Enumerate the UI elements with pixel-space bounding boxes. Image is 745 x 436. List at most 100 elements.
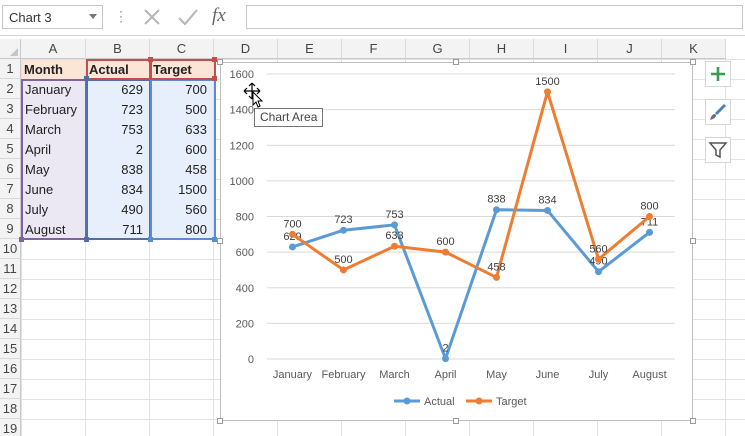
data-label-actual: 834 (538, 194, 556, 206)
header-cell-month[interactable]: Month (22, 60, 85, 80)
column-header-h[interactable]: H (470, 39, 534, 59)
actual-cell[interactable]: 711 (87, 220, 149, 240)
y-tick-label: 200 (236, 318, 254, 330)
column-header-b[interactable]: B (86, 39, 150, 59)
chart-resize-handle[interactable] (453, 418, 459, 424)
row-header-14[interactable]: 14 (0, 319, 21, 339)
actual-cell[interactable]: 723 (87, 100, 149, 120)
target-cell[interactable]: 800 (151, 220, 213, 240)
chart-resize-handle[interactable] (690, 418, 696, 424)
column-header-f[interactable]: F (342, 39, 406, 59)
y-tick-label: 1000 (230, 176, 254, 188)
chart-resize-handle[interactable] (453, 59, 459, 65)
vertical-dots-icon[interactable]: ⋮ (114, 8, 128, 24)
range-handle[interactable] (148, 57, 153, 62)
chart-resize-handle[interactable] (690, 59, 696, 65)
row-header-13[interactable]: 13 (0, 299, 21, 319)
row-header-7[interactable]: 7 (0, 179, 21, 199)
column-header-j[interactable]: J (598, 39, 662, 59)
row-header-1[interactable]: 1 (0, 59, 21, 79)
header-cell-target[interactable]: Target (151, 60, 213, 80)
formula-input[interactable] (246, 5, 743, 29)
chart-resize-handle[interactable] (217, 59, 223, 65)
data-point-actual (595, 268, 602, 276)
range-handle[interactable] (212, 57, 217, 62)
header-cell-actual[interactable]: Actual (87, 60, 149, 80)
check-icon[interactable] (175, 4, 201, 30)
month-cell[interactable]: February (22, 100, 85, 120)
column-header-d[interactable]: D (214, 39, 278, 59)
actual-cell[interactable]: 490 (87, 200, 149, 220)
cancel-icon[interactable] (139, 4, 165, 30)
column-header-g[interactable]: G (406, 39, 470, 59)
row-header-2[interactable]: 2 (0, 79, 21, 99)
column-header-i[interactable]: I (534, 39, 598, 59)
chevron-down-icon[interactable] (89, 14, 97, 19)
data-point-target (391, 242, 398, 250)
x-tick-label: August (632, 369, 666, 381)
range-handle[interactable] (84, 237, 89, 242)
name-box-value: Chart 3 (9, 10, 52, 25)
column-header-a[interactable]: A (21, 39, 86, 59)
row-header-11[interactable]: 11 (0, 259, 21, 279)
target-cell[interactable]: 700 (151, 80, 213, 100)
actual-cell[interactable]: 629 (87, 80, 149, 100)
month-cell[interactable]: August (22, 220, 85, 240)
row-header-12[interactable]: 12 (0, 279, 21, 299)
target-cell[interactable]: 633 (151, 120, 213, 140)
insert-function-button[interactable]: fx (212, 5, 226, 26)
target-cell[interactable]: 1500 (151, 180, 213, 200)
row-header-8[interactable]: 8 (0, 199, 21, 219)
y-tick-label: 1600 (230, 69, 254, 81)
range-handle[interactable] (19, 237, 24, 242)
row-header-17[interactable]: 17 (0, 379, 21, 399)
row-header-16[interactable]: 16 (0, 359, 21, 379)
actual-cell[interactable]: 753 (87, 120, 149, 140)
column-header-k[interactable]: K (662, 39, 726, 59)
row-header-18[interactable]: 18 (0, 399, 21, 419)
name-box[interactable]: Chart 3 (2, 5, 103, 29)
row-header-9[interactable]: 9 (0, 219, 21, 239)
row-header-5[interactable]: 5 (0, 139, 21, 159)
x-tick-label: March (379, 369, 410, 381)
row-header-19[interactable]: 19 (0, 419, 21, 436)
month-cell[interactable]: July (22, 200, 85, 220)
month-cell[interactable]: May (22, 160, 85, 180)
month-cell[interactable]: April (22, 140, 85, 160)
range-handle[interactable] (212, 237, 217, 242)
row-header-6[interactable]: 6 (0, 159, 21, 179)
data-point-actual (391, 221, 398, 229)
chart-elements-button[interactable] (705, 61, 731, 87)
data-label-actual: 2 (442, 343, 448, 355)
month-cell[interactable]: January (22, 80, 85, 100)
range-handle[interactable] (212, 76, 217, 81)
chart-resize-handle[interactable] (690, 238, 696, 244)
series-line-target (291, 90, 651, 279)
target-cell[interactable]: 500 (151, 100, 213, 120)
chart-filters-button[interactable] (705, 137, 731, 163)
column-header-e[interactable]: E (278, 39, 342, 59)
row-header-15[interactable]: 15 (0, 339, 21, 359)
data-point-actual (544, 206, 551, 214)
row-header-10[interactable]: 10 (0, 239, 21, 259)
chart-resize-handle[interactable] (217, 238, 223, 244)
target-cell[interactable]: 458 (151, 160, 213, 180)
month-cell[interactable]: June (22, 180, 85, 200)
column-header-c[interactable]: C (150, 39, 214, 59)
target-cell[interactable]: 600 (151, 140, 213, 160)
month-cell[interactable]: March (22, 120, 85, 140)
data-label-actual: 838 (487, 194, 505, 206)
actual-cell[interactable]: 834 (87, 180, 149, 200)
target-cell[interactable]: 560 (151, 200, 213, 220)
range-handle[interactable] (84, 76, 89, 81)
chart-styles-button[interactable] (705, 99, 731, 125)
select-all-button[interactable] (0, 39, 21, 59)
row-header-3[interactable]: 3 (0, 99, 21, 119)
range-handle[interactable] (148, 237, 153, 242)
chart-resize-handle[interactable] (217, 418, 223, 424)
legend-marker-target (475, 397, 483, 405)
actual-cell[interactable]: 838 (87, 160, 149, 180)
row-header-4[interactable]: 4 (0, 119, 21, 139)
data-label-target: 458 (487, 261, 505, 273)
actual-cell[interactable]: 2 (87, 140, 149, 160)
